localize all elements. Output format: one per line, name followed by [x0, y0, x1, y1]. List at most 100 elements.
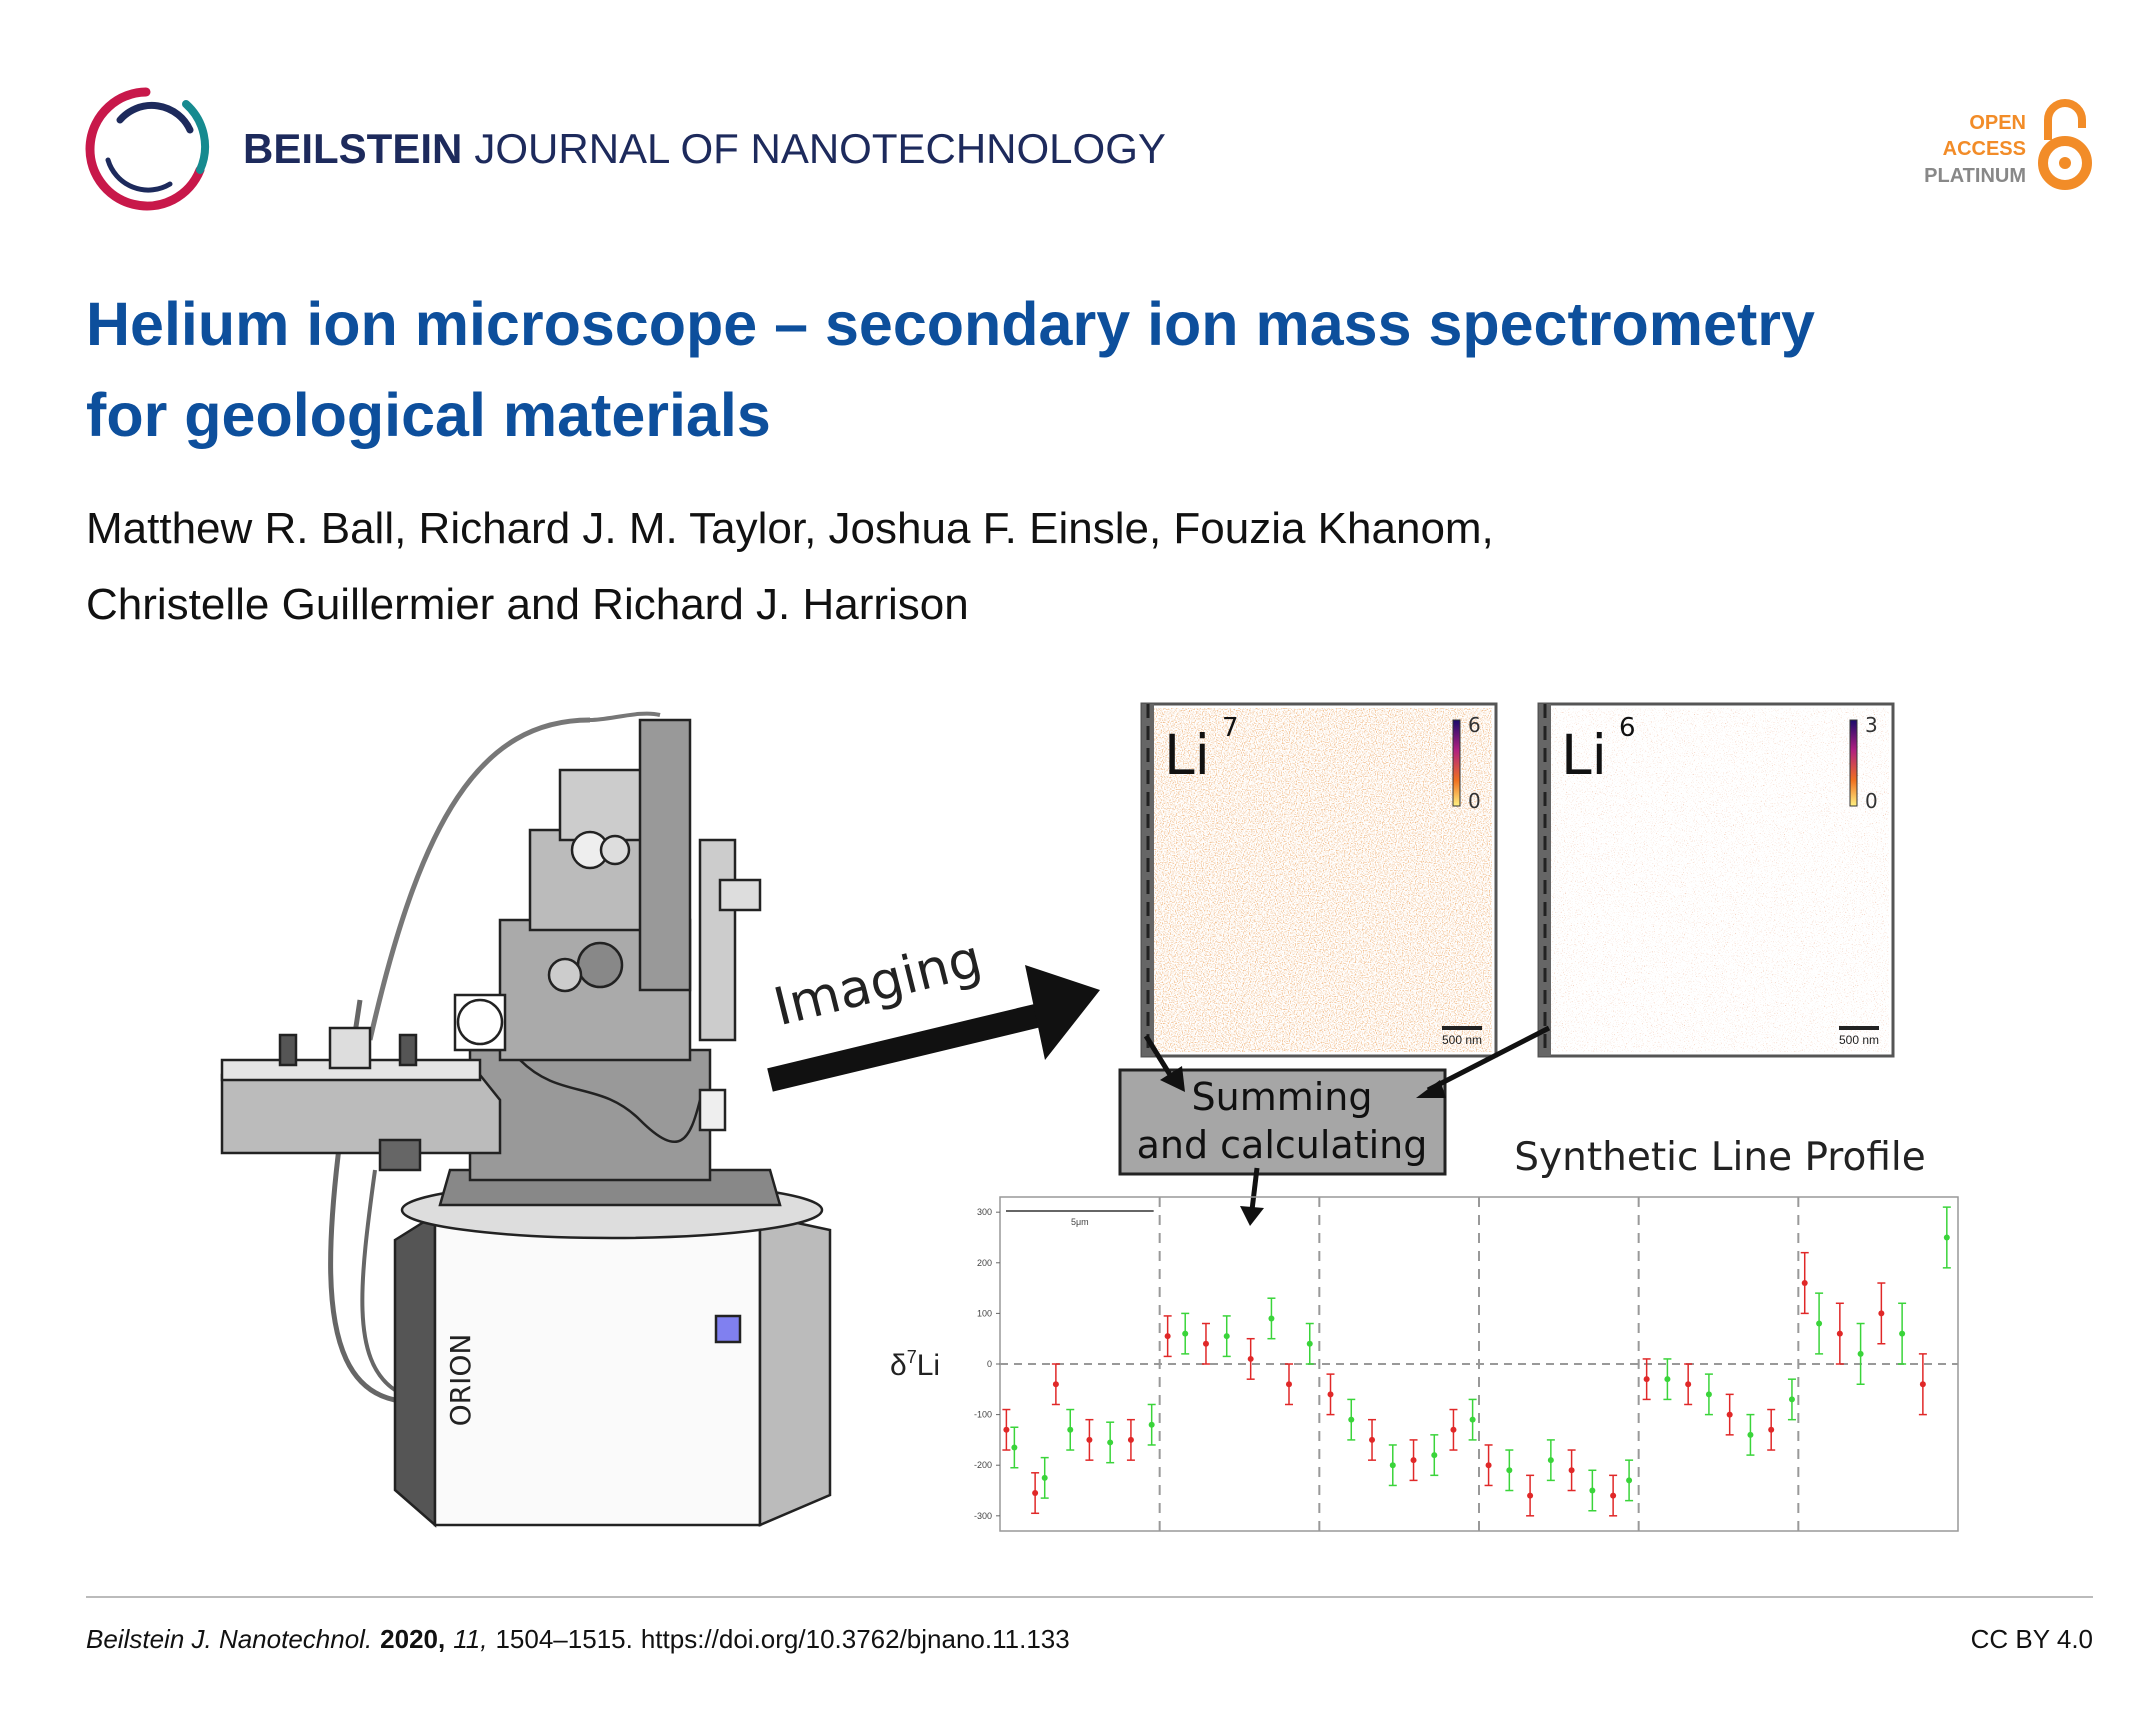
journal-name: BEILSTEIN JOURNAL OF NANOTECHNOLOGY [243, 125, 1166, 172]
data-point [1816, 1320, 1823, 1327]
badge-text: PLATINUM [1924, 165, 2026, 187]
data-point [1788, 1396, 1795, 1403]
colorbar-max: 3 [1865, 713, 1878, 737]
data-point [1943, 1234, 1950, 1241]
data-point [1768, 1426, 1775, 1433]
citation-volume: 11, [453, 1624, 487, 1654]
data-point [1127, 1436, 1134, 1443]
element-maps: Li 7 6 0 500 nm Li 6 3 0 500 nm [1140, 702, 1895, 1058]
y-axis-label-part: Li [917, 1349, 940, 1382]
profile-title: Synthetic Line Profile [1514, 1135, 1925, 1180]
imaging-label: Imaging [768, 929, 988, 1038]
journal-name-bold: BEILSTEIN [243, 125, 462, 172]
data-point [1801, 1280, 1808, 1287]
data-point [1410, 1457, 1417, 1464]
data-point [1327, 1391, 1334, 1398]
badge-text: OPEN [1969, 112, 2026, 134]
badge-text: ACCESS [1943, 138, 2026, 160]
data-point [1919, 1381, 1926, 1388]
y-tick-label: 100 [977, 1308, 992, 1318]
y-tick-label: -100 [974, 1410, 992, 1420]
y-tick-label: 300 [977, 1207, 992, 1217]
data-point [1431, 1452, 1438, 1459]
citation-pages: 1504–1515. [495, 1624, 632, 1654]
journal-logo [85, 87, 210, 211]
data-point [1182, 1330, 1189, 1337]
y-tick-label: 0 [987, 1359, 992, 1369]
microscope-drawing [220, 711, 832, 1528]
process-line: and calculating [1137, 1123, 1428, 1167]
data-point [1568, 1467, 1575, 1474]
y-axis-label-part: 7 [907, 1347, 917, 1367]
line-profile: Synthetic Line Profile δ7Li 300 200 100 0 -100… [890, 1135, 1959, 1532]
data-point [1857, 1350, 1864, 1357]
data-point [1285, 1381, 1292, 1388]
data-point [1643, 1376, 1650, 1383]
journal-name-rest: JOURNAL OF NANOTECHNOLOGY [474, 125, 1166, 172]
data-point [1878, 1310, 1885, 1317]
colorbar-min: 0 [1468, 789, 1481, 813]
data-point [1202, 1340, 1209, 1347]
data-point [1041, 1474, 1048, 1481]
data-point [1086, 1436, 1093, 1443]
process-box [1118, 1068, 1447, 1176]
author-line: Christelle Guillermier and Richard J. Ha… [86, 580, 969, 629]
data-point [1164, 1333, 1171, 1340]
data-point [1610, 1492, 1617, 1499]
data-point [1726, 1411, 1733, 1418]
scale-bar-label: 500 nm [1839, 1033, 1879, 1047]
instrument-label: ORION [444, 1334, 477, 1427]
data-point [1247, 1355, 1254, 1362]
data-point [1348, 1416, 1355, 1423]
map-texture [1146, 708, 1492, 1052]
scale-bar-label: 500 nm [1442, 1033, 1482, 1047]
colorbar-min: 0 [1865, 789, 1878, 813]
data-point [1148, 1421, 1155, 1428]
license: CC BY 4.0 [1971, 1624, 2093, 1654]
authors: Matthew R. Ball, Richard J. M. Taylor, J… [86, 504, 1494, 629]
author-line: Matthew R. Ball, Richard J. M. Taylor, J… [86, 504, 1494, 553]
open-access-lock [2038, 99, 2092, 190]
data-point [1685, 1381, 1692, 1388]
map-mass: 7 [1222, 713, 1239, 743]
map-mass: 6 [1619, 713, 1636, 743]
imaging-arrow [767, 965, 1100, 1092]
data-point [1469, 1416, 1476, 1423]
data-point [1747, 1431, 1754, 1438]
data-point [1485, 1462, 1492, 1469]
colorbar-max: 6 [1468, 713, 1481, 737]
process-line: Summing [1191, 1075, 1372, 1119]
citation-doi: https://doi.org/10.3762/bjnano.11.133 [641, 1624, 1070, 1654]
data-point [1899, 1330, 1906, 1337]
process-label: Summing and calculating [1137, 1075, 1428, 1167]
data-point [1369, 1436, 1376, 1443]
data-point [1011, 1444, 1018, 1451]
map-texture [1543, 708, 1889, 1052]
data-point [1626, 1477, 1633, 1484]
citation-year: 2020, [380, 1624, 445, 1654]
data-point [1450, 1426, 1457, 1433]
data-point [1003, 1426, 1010, 1433]
y-tick-label: -200 [974, 1460, 992, 1470]
open-access-badge: OPEN ACCESS PLATINUM [1924, 112, 2026, 187]
map-element: Li [1561, 723, 1607, 787]
y-tick-label: 200 [977, 1258, 992, 1268]
data-point [1306, 1340, 1313, 1347]
data-point [1067, 1426, 1074, 1433]
data-point [1107, 1439, 1114, 1446]
y-axis-label: δ7Li [890, 1347, 940, 1382]
data-point [1705, 1391, 1712, 1398]
citation: Beilstein J. Nanotechnol. 2020, 11, 1504–15… [86, 1624, 1070, 1654]
data-point [1389, 1462, 1396, 1469]
y-axis-label-part: δ [890, 1349, 907, 1382]
title-line: Helium ion microscope – secondary ion ma… [86, 290, 1815, 358]
title: Helium ion microscope – secondary ion ma… [86, 290, 1815, 449]
y-tick-label: -300 [974, 1511, 992, 1521]
map-element: Li [1164, 723, 1210, 787]
flow-arrows [1143, 1025, 1551, 1226]
data-point [1506, 1467, 1513, 1474]
data-point [1268, 1315, 1275, 1322]
data-point [1527, 1492, 1534, 1499]
data-point [1589, 1487, 1596, 1494]
